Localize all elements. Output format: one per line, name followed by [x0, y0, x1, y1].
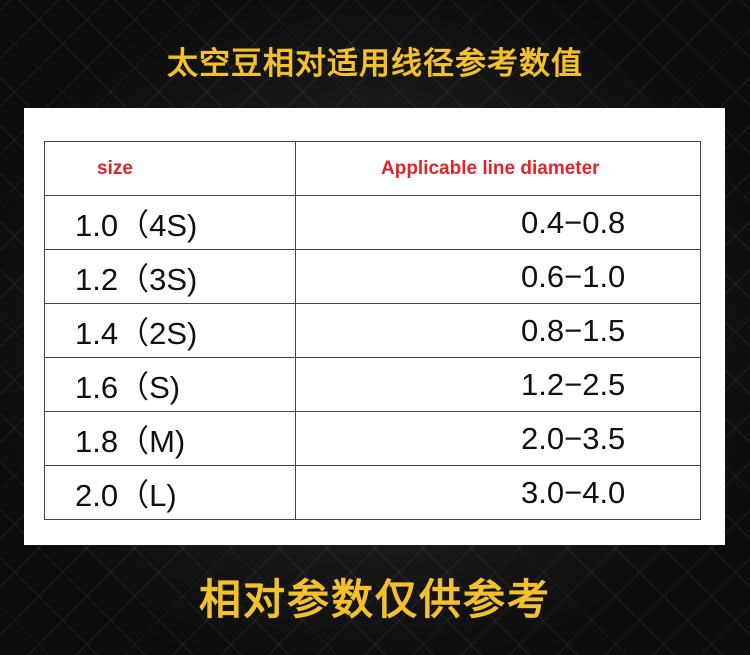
- header-size: size: [44, 141, 296, 196]
- size-table-card: size Applicable line diameter 1.0（4S) 0.4…: [24, 108, 725, 545]
- table-row: 1.8（M) 2.0−3.5: [44, 411, 701, 466]
- table-row: 1.2（3S) 0.6−1.0: [44, 249, 701, 304]
- footer-note: 相对参数仅供参考: [198, 575, 551, 624]
- diameter-cell: 0.8−1.5: [295, 303, 701, 358]
- table-row: 1.0（4S) 0.4−0.8: [44, 195, 701, 250]
- size-cell: 1.8（M): [44, 411, 296, 466]
- size-cell: 1.6（S): [44, 357, 296, 412]
- table-row: 1.6（S) 1.2−2.5: [44, 357, 701, 412]
- diameter-cell: 1.2−2.5: [295, 357, 701, 412]
- diameter-cell: 2.0−3.5: [295, 411, 701, 466]
- diameter-cell: 3.0−4.0: [295, 465, 701, 520]
- table-row: 1.4（2S) 0.8−1.5: [44, 303, 701, 358]
- table-header-row: size Applicable line diameter: [44, 141, 701, 196]
- page-title: 太空豆相对适用线径参考数值: [167, 46, 583, 82]
- size-cell: 1.2（3S): [44, 249, 296, 304]
- diameter-cell: 0.6−1.0: [295, 249, 701, 304]
- size-cell: 1.4（2S): [44, 303, 296, 358]
- table-row: 2.0（L) 3.0−4.0: [44, 465, 701, 520]
- header-line-diameter: Applicable line diameter: [295, 141, 701, 196]
- diameter-cell: 0.4−0.8: [295, 195, 701, 250]
- size-cell: 2.0（L): [44, 465, 296, 520]
- size-table: size Applicable line diameter 1.0（4S) 0.4…: [44, 141, 701, 520]
- size-cell: 1.0（4S): [44, 195, 296, 250]
